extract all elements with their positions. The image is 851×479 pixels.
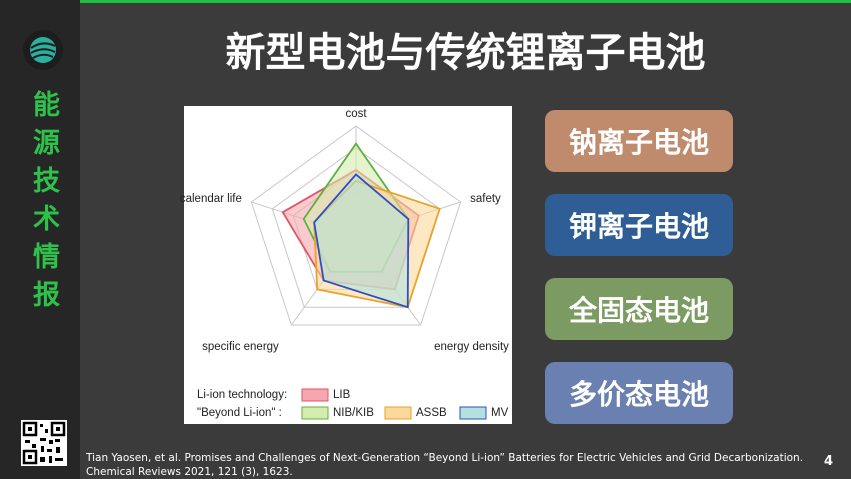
button[interactable]: 全固态电池: [545, 278, 733, 340]
citation: Tian Yaosen, et al. Promises and Challen…: [86, 451, 803, 479]
citation-line: Chemical Reviews 2021, 121 (3), 1623.: [86, 466, 293, 478]
legend-label: MV: [491, 407, 509, 419]
legend-swatch: [459, 406, 487, 420]
logo: [23, 30, 63, 70]
sidebar-label: 能源技术情报: [28, 90, 59, 318]
slide-title: 新型电池与传统锂离子电池: [225, 30, 706, 76]
button[interactable]: 多价态电池: [545, 362, 733, 424]
axis-label: calendar life: [180, 193, 242, 205]
axis-label: cost: [345, 108, 367, 120]
top-strip: [80, 0, 851, 3]
legend-label: NIB/KIB: [333, 407, 374, 419]
page-number: 4: [824, 454, 834, 469]
axis-label: safety: [470, 193, 501, 205]
button[interactable]: 钠离子电池: [545, 110, 733, 172]
axis-label: specific energy: [202, 341, 279, 353]
axis-label: energy density: [434, 341, 509, 353]
button[interactable]: 钾离子电池: [545, 194, 733, 256]
sidebar: 能源技术情报: [0, 0, 80, 479]
citation-line: Tian Yaosen, et al. Promises and Challen…: [86, 452, 804, 464]
legend-group-label: "Beyond Li-ion" :: [197, 407, 282, 419]
legend-swatch: [384, 406, 412, 420]
grid-ring: [271, 147, 441, 308]
legend-group-label: Li-ion technology:: [197, 389, 287, 401]
series-area: [313, 173, 410, 309]
legend-swatch: [301, 406, 329, 420]
legend-label: LIB: [333, 389, 351, 401]
grid-ring: [250, 125, 462, 326]
qr-code: [21, 420, 67, 466]
legend-swatch: [301, 388, 329, 402]
legend-label: ASSB: [416, 407, 447, 419]
